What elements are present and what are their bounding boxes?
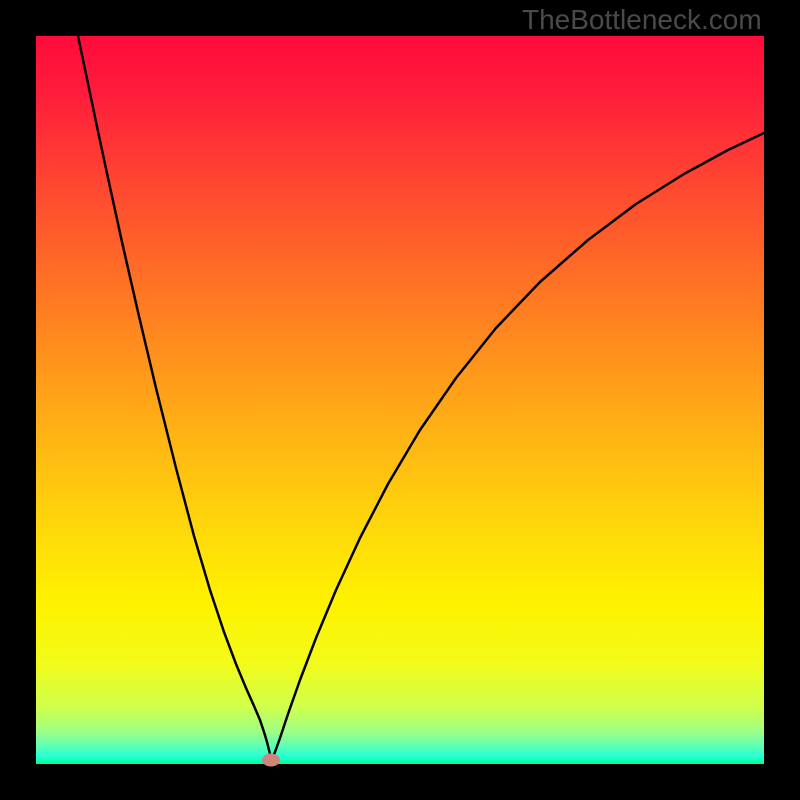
watermark-text: TheBottleneck.com [522,4,762,36]
chart-container: TheBottleneck.com [0,0,800,800]
optimal-point-marker [262,754,280,767]
gradient-background [36,36,764,764]
bottleneck-curve-chart [0,0,800,800]
